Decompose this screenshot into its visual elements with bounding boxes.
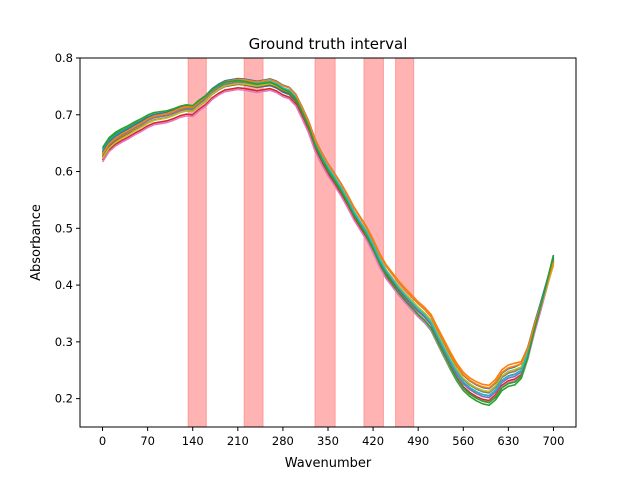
x-tick-label: 350 xyxy=(317,434,339,448)
x-axis-title: Wavenumber xyxy=(285,456,372,471)
highlight-interval-3 xyxy=(314,57,336,428)
y-tick-label: 0.7 xyxy=(55,108,73,122)
x-tick-label: 0 xyxy=(99,434,106,448)
y-tick-label: 0.3 xyxy=(55,335,73,349)
y-axis-title: Absorbance xyxy=(29,204,44,281)
x-tick-label: 280 xyxy=(272,434,294,448)
highlight-interval-2 xyxy=(243,57,264,428)
y-tick-label: 0.8 xyxy=(55,51,73,65)
x-tick-label: 560 xyxy=(452,434,474,448)
y-tick-label: 0.6 xyxy=(55,165,73,179)
highlighted-intervals xyxy=(187,57,415,428)
highlight-interval-5 xyxy=(395,57,415,428)
x-tick-label: 70 xyxy=(140,434,155,448)
x-tick-label: 490 xyxy=(407,434,429,448)
x-tick-label: 140 xyxy=(182,434,204,448)
x-tick-label: 700 xyxy=(542,434,564,448)
x-axis-ticks: 0 70 140 210 280 350 420 490 560 630 700 xyxy=(99,427,564,448)
x-tick-label: 420 xyxy=(362,434,384,448)
y-tick-label: 0.2 xyxy=(55,392,73,406)
series-line-13 xyxy=(101,79,555,404)
series-line-4 xyxy=(101,87,555,402)
y-axis-ticks: 0.2 0.3 0.4 0.5 0.6 0.7 0.8 xyxy=(55,51,80,406)
y-tick-label: 0.4 xyxy=(55,278,73,292)
x-tick-label: 630 xyxy=(497,434,519,448)
x-tick-label: 210 xyxy=(227,434,249,448)
series-lines xyxy=(101,77,555,407)
y-tick-label: 0.5 xyxy=(55,221,73,235)
series-line-12 xyxy=(101,78,555,389)
chart-title: Ground truth interval xyxy=(249,35,408,53)
